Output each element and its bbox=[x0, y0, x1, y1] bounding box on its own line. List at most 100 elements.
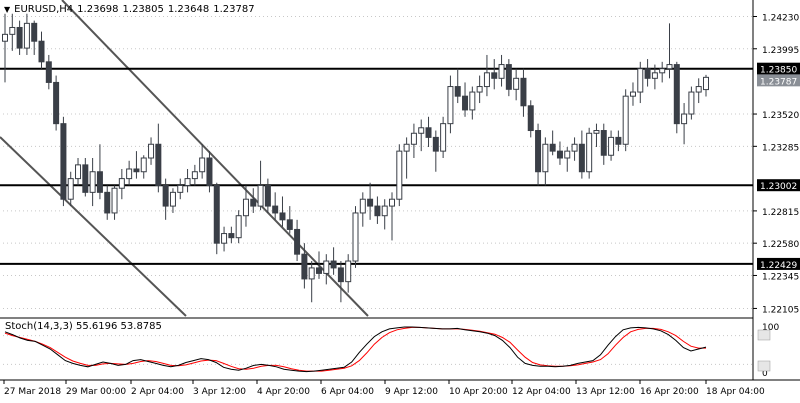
high-value: 1.23805 bbox=[122, 4, 164, 15]
candle-body bbox=[38, 40, 45, 63]
candle-body bbox=[133, 168, 140, 173]
candle-body bbox=[126, 168, 133, 180]
candle-body bbox=[60, 123, 67, 200]
candle-body bbox=[381, 205, 388, 217]
candle-body bbox=[235, 215, 242, 239]
candle-body bbox=[564, 150, 571, 159]
candle-body bbox=[556, 150, 563, 159]
candle-body bbox=[535, 130, 542, 173]
candle-body bbox=[659, 68, 666, 74]
hline-price-tag bbox=[757, 257, 800, 270]
osc-level-marker-bottom bbox=[757, 360, 771, 372]
stoch-signal-line bbox=[4, 326, 706, 372]
time-label: 27 Mar 2018 bbox=[4, 387, 61, 397]
candle-body bbox=[89, 171, 96, 193]
price-label: 1.23995 bbox=[762, 46, 799, 56]
trendline-lower[interactable] bbox=[0, 136, 187, 317]
candle-body bbox=[651, 72, 658, 79]
candle-body bbox=[520, 77, 527, 107]
candle-body bbox=[615, 136, 622, 145]
candle-body bbox=[586, 132, 593, 173]
candle-body bbox=[294, 228, 301, 255]
candle-body bbox=[250, 198, 257, 207]
candle-body bbox=[67, 178, 74, 200]
candle-body bbox=[199, 157, 206, 173]
candle-body bbox=[323, 260, 330, 274]
candle-body bbox=[571, 143, 578, 152]
candle-body bbox=[345, 260, 352, 283]
time-label: 13 Apr 12:00 bbox=[576, 387, 635, 397]
candle-body bbox=[374, 205, 381, 217]
close-value: 1.23787 bbox=[213, 4, 255, 15]
stoch-label-0: 0 bbox=[762, 369, 768, 379]
triangle-down-icon[interactable]: ▼ bbox=[4, 5, 11, 14]
candle-body bbox=[337, 267, 344, 283]
candle-body bbox=[184, 178, 191, 186]
hline-price-label: 1.23850 bbox=[760, 66, 797, 76]
candle-body bbox=[140, 157, 147, 173]
candle-body bbox=[221, 233, 228, 244]
candle-body bbox=[330, 260, 337, 269]
candle-body bbox=[191, 171, 198, 180]
time-label: 6 Apr 04:00 bbox=[321, 387, 374, 397]
candle-body bbox=[75, 164, 82, 180]
candle-body bbox=[418, 127, 425, 134]
candle-body bbox=[228, 233, 235, 239]
time-label: 9 Apr 12:00 bbox=[385, 387, 438, 397]
candle-body bbox=[272, 205, 279, 214]
candle-body bbox=[367, 198, 374, 207]
stoch-main-line bbox=[4, 326, 707, 373]
current-price-tag bbox=[757, 74, 800, 87]
price-label: 1.22580 bbox=[762, 240, 799, 250]
candle-body bbox=[483, 72, 490, 88]
candle-body bbox=[359, 198, 366, 214]
candle-body bbox=[695, 86, 702, 93]
candle-body bbox=[352, 212, 359, 262]
candle-body bbox=[155, 143, 162, 186]
candle-body bbox=[681, 113, 688, 125]
price-label: 1.23285 bbox=[762, 143, 799, 153]
trendline-upper[interactable] bbox=[61, 0, 369, 317]
candle-body bbox=[476, 86, 483, 93]
candle-body bbox=[45, 61, 52, 83]
price-label: 1.22105 bbox=[762, 305, 799, 315]
stoch-title: Stoch(14,3,3) 55.6196 53.8785 bbox=[5, 321, 162, 332]
candle-body bbox=[2, 33, 8, 42]
price-label: 1.22345 bbox=[762, 272, 799, 282]
candle-body bbox=[16, 26, 23, 49]
price-axis: 1.24230 1.23995 1.23520 1.23285 1.22815 1.225… bbox=[0, 0, 800, 381]
candle-body bbox=[608, 136, 615, 156]
low-value: 1.23648 bbox=[167, 4, 210, 15]
price-label: 1.23520 bbox=[762, 111, 799, 121]
price-grid bbox=[3, 15, 753, 309]
candle-body bbox=[104, 191, 111, 214]
hline-price-tag bbox=[757, 179, 800, 192]
candle-body bbox=[549, 143, 556, 152]
price-label: 1.22815 bbox=[762, 208, 799, 218]
candle-body bbox=[148, 143, 155, 159]
candle-body bbox=[53, 81, 60, 125]
candle-body bbox=[673, 64, 680, 125]
candle-body bbox=[264, 184, 271, 207]
candle-body bbox=[666, 64, 673, 70]
candle-body bbox=[527, 105, 534, 132]
horizontal-lines[interactable]: 1.23850 1.23002 1.22429 1.23787 bbox=[0, 62, 800, 271]
candle-body bbox=[542, 143, 549, 173]
candle-body bbox=[462, 95, 469, 111]
candle-body bbox=[498, 64, 505, 79]
candle-body bbox=[162, 184, 169, 207]
symbol-header: ▼ EURUSD,H4 1.23698 1.23805 1.23648 1.23787 bbox=[4, 4, 259, 15]
candles bbox=[2, 13, 709, 303]
candle-body bbox=[242, 198, 249, 217]
candle-body bbox=[96, 171, 103, 193]
time-label: 2 Apr 04:00 bbox=[131, 387, 184, 397]
candle-body bbox=[308, 267, 315, 280]
time-label: 4 Apr 20:00 bbox=[257, 387, 310, 397]
candle-body bbox=[440, 123, 447, 152]
candle-body bbox=[257, 184, 264, 207]
candle-body bbox=[578, 143, 585, 173]
symbol-name: EURUSD,H4 bbox=[14, 4, 74, 15]
candle-body bbox=[593, 130, 600, 134]
